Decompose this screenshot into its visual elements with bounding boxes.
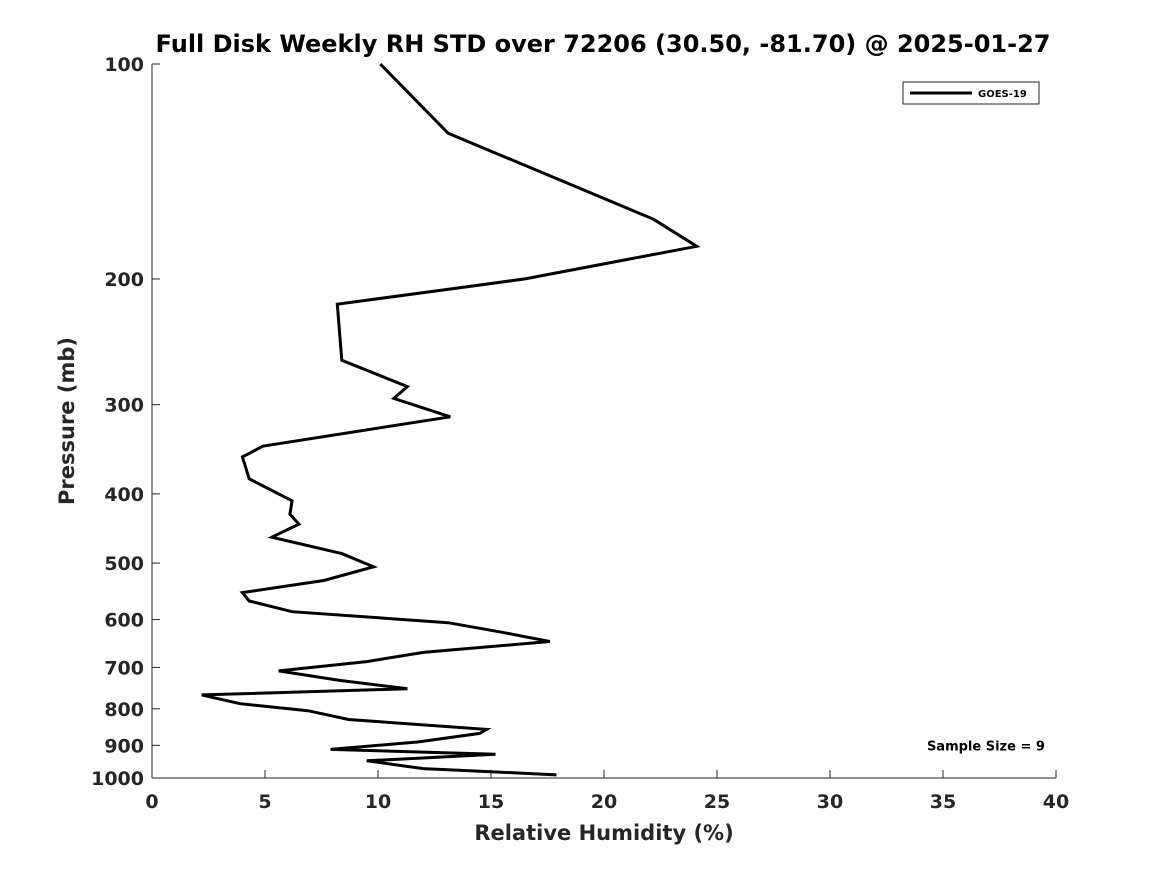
y-tick-label: 400 [104,484,144,506]
x-tick-label: 5 [258,791,271,813]
x-tick-label: 25 [704,791,730,813]
y-tick-label: 200 [104,269,144,291]
series-layer [201,62,701,777]
x-tick-label: 20 [591,791,617,813]
y-tick-label: 100 [104,54,144,76]
x-tick-label: 15 [478,791,504,813]
y-tick-label: 800 [104,699,144,721]
x-ticks: 0 5 10 15 20 25 30 35 40 [145,770,1069,813]
series-line-goes-19 [201,62,701,777]
x-tick-label: 30 [817,791,843,813]
y-tick-label: 500 [104,553,144,575]
x-tick-label: 0 [145,791,158,813]
y-tick-label: 300 [104,395,144,417]
x-tick-label: 40 [1043,791,1069,813]
legend-label-goes-19: GOES-19 [978,89,1027,100]
legend: GOES-19 [902,81,1040,105]
y-ticks: 100 200 300 400 500 600 700 800 900 1000 [91,54,160,790]
y-tick-label: 600 [104,610,144,632]
x-tick-label: 35 [930,791,956,813]
chart-title: Full Disk Weekly RH STD over 72206 (30.5… [156,30,1051,58]
y-axis-label: Pressure (mb) [55,337,79,505]
x-axis-label: Relative Humidity (%) [474,821,733,845]
y-tick-label: 700 [104,657,144,679]
y-tick-label: 900 [104,735,144,757]
sample-size-annotation: Sample Size = 9 [927,739,1045,754]
x-tick-label: 10 [365,791,391,813]
y-tick-label: 1000 [91,768,144,790]
